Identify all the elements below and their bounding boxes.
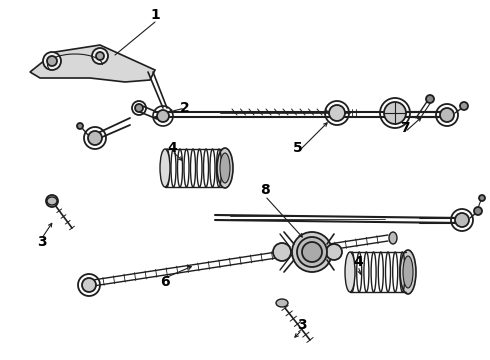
Text: 6: 6 [160,275,170,289]
Text: 1: 1 [150,8,160,22]
Circle shape [96,52,104,60]
Circle shape [460,102,468,110]
Text: 4: 4 [353,255,363,269]
Circle shape [92,48,108,64]
Ellipse shape [400,250,416,294]
Circle shape [46,195,58,207]
Circle shape [440,108,454,122]
Circle shape [302,242,322,262]
Circle shape [426,95,434,103]
Text: 2: 2 [180,101,190,115]
Circle shape [474,207,482,215]
Circle shape [47,56,57,66]
Circle shape [479,195,485,201]
Ellipse shape [160,149,170,187]
Circle shape [329,105,345,121]
Ellipse shape [220,153,230,183]
Polygon shape [30,45,155,82]
Ellipse shape [403,256,413,288]
Ellipse shape [276,299,288,307]
Circle shape [43,52,61,70]
Circle shape [77,123,83,129]
Text: 3: 3 [297,318,307,332]
Circle shape [135,104,143,112]
Circle shape [455,213,469,227]
Circle shape [88,131,102,145]
Ellipse shape [217,148,233,188]
Circle shape [273,243,291,261]
Ellipse shape [389,232,397,244]
Circle shape [326,244,342,260]
Text: 4: 4 [167,141,177,155]
Circle shape [384,102,406,124]
Circle shape [297,237,327,267]
Circle shape [157,110,169,122]
Text: 7: 7 [400,121,410,135]
Text: 8: 8 [260,183,270,197]
Text: 5: 5 [293,141,303,155]
Text: 3: 3 [37,235,47,249]
Ellipse shape [345,252,355,292]
Circle shape [292,232,332,272]
Circle shape [82,278,96,292]
